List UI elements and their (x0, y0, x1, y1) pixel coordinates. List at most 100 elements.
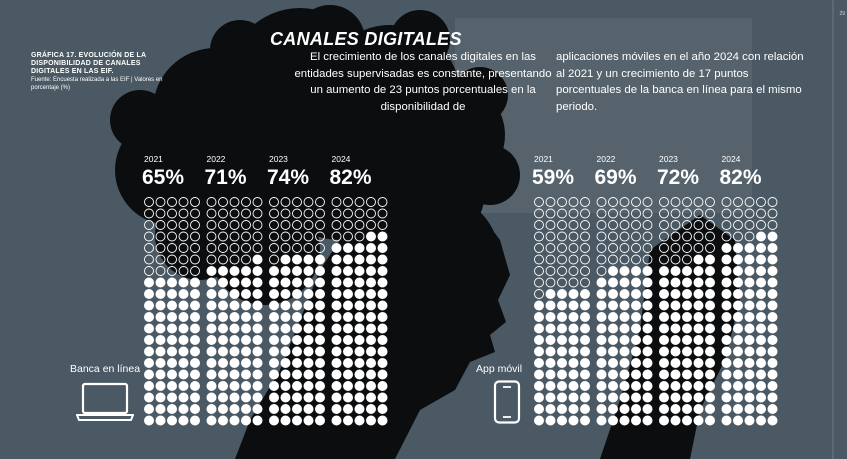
banca-dot-filled (241, 335, 251, 345)
banca-dot-filled (144, 312, 154, 322)
banca-dot-filled (292, 300, 302, 311)
banca-dot-filled (292, 277, 302, 288)
banca-dot-filled (252, 266, 263, 276)
app-dot-filled (659, 335, 669, 345)
banca-dot-filled (229, 392, 240, 403)
banca-dot-filled (377, 358, 388, 368)
app-dot-filled (682, 369, 692, 380)
app-dot-filled (619, 381, 630, 391)
banca-dot-filled (315, 381, 325, 391)
banca-dot-filled (190, 323, 200, 334)
app-dot-filled (545, 381, 556, 391)
app-dot-filled (557, 335, 567, 345)
app-dot-filled (767, 300, 778, 311)
banca-dot-filled (206, 277, 217, 288)
banca-dot-filled (178, 358, 189, 368)
app-dot-filled (721, 312, 732, 322)
app-dot-filled (705, 254, 715, 265)
app-dot-filled (642, 358, 653, 368)
app-dot-filled (670, 381, 681, 391)
app-dot-empty (756, 208, 766, 219)
app-dot-filled (642, 312, 653, 322)
banca-dot-filled (315, 300, 325, 311)
app-dot-empty (733, 220, 743, 230)
app-dot-filled (642, 277, 653, 288)
app-dot-empty (767, 197, 778, 207)
banca-dot-filled (218, 404, 228, 414)
app-dot-filled (619, 415, 630, 426)
banca-dot-empty (292, 231, 302, 242)
banca-dot-filled (331, 300, 342, 311)
app-dot-filled (608, 312, 618, 322)
banca-dot-filled (155, 289, 166, 299)
banca-dot-empty (178, 220, 189, 230)
app-dot-filled (733, 289, 743, 299)
banca-dot-filled (229, 266, 240, 276)
app-dot-filled (756, 369, 766, 380)
app-dot-empty (596, 254, 607, 265)
app-dot-filled (756, 381, 766, 391)
app-dot-filled (670, 277, 681, 288)
app-dot-filled (596, 415, 607, 426)
banca-dot-empty (354, 208, 365, 219)
banca-dot-empty (218, 243, 228, 253)
app-dot-filled (733, 323, 743, 334)
intro-paragraph-col2: aplicaciones móviles en el año 2024 con … (556, 51, 804, 113)
app-dot-empty (568, 208, 579, 219)
app-dot-empty (733, 197, 743, 207)
banca-dot-filled (218, 312, 228, 322)
banca-dot-filled (218, 392, 228, 403)
app-dot-filled (721, 266, 732, 276)
smartphone-icon (493, 380, 521, 424)
banca-dot-filled (252, 415, 263, 426)
app-dot-filled (608, 381, 618, 391)
banca-dot-empty (206, 197, 217, 207)
banca-dot-filled (144, 300, 154, 311)
banca-dot-filled (190, 415, 200, 426)
banca-dot-filled (229, 312, 240, 322)
banca-dot-filled (144, 323, 154, 334)
banca-dot-empty (241, 254, 251, 265)
app-dot-filled (642, 381, 653, 391)
banca-dot-filled (315, 312, 325, 322)
app-dot-filled (580, 358, 590, 368)
banca-dot-empty (178, 231, 189, 242)
banca-dot-filled (331, 289, 342, 299)
app-dot-filled (608, 415, 618, 426)
banca-dot-empty (241, 208, 251, 219)
banca-dot-filled (366, 323, 376, 334)
app-dot-empty (721, 231, 732, 242)
banca-dot-filled (144, 277, 154, 288)
banca-dot-filled (269, 415, 279, 426)
banca-dot-empty (292, 220, 302, 230)
app-dot-filled (733, 404, 743, 414)
banca-dot-empty (331, 208, 342, 219)
banca-year-label-2024: 2024 (332, 154, 351, 164)
app-dot-filled (534, 415, 544, 426)
banca-dot-filled (178, 289, 189, 299)
banca-dot-empty (303, 243, 314, 253)
app-dot-empty (693, 243, 704, 253)
banca-dot-filled (280, 289, 291, 299)
banca-dot-filled (377, 243, 388, 253)
app-dot-empty (619, 243, 630, 253)
banca-dot-empty (354, 220, 365, 230)
app-dot-filled (693, 381, 704, 391)
app-dot-filled (619, 346, 630, 357)
banca-dot-filled (315, 392, 325, 403)
app-dot-filled (659, 404, 669, 414)
banca-dot-filled (155, 323, 166, 334)
app-dot-empty (580, 254, 590, 265)
banca-dot-filled (190, 381, 200, 391)
banca-dot-empty (144, 231, 154, 242)
app-dot-filled (767, 392, 778, 403)
banca-dot-filled (178, 404, 189, 414)
banca-dot-filled (229, 358, 240, 368)
app-dot-filled (756, 300, 766, 311)
app-dot-filled (756, 243, 766, 253)
banca-dot-filled (303, 300, 314, 311)
banca-dot-filled (269, 277, 279, 288)
app-dot-filled (744, 358, 755, 368)
banca-dot-filled (206, 415, 217, 426)
app-dot-filled (744, 300, 755, 311)
